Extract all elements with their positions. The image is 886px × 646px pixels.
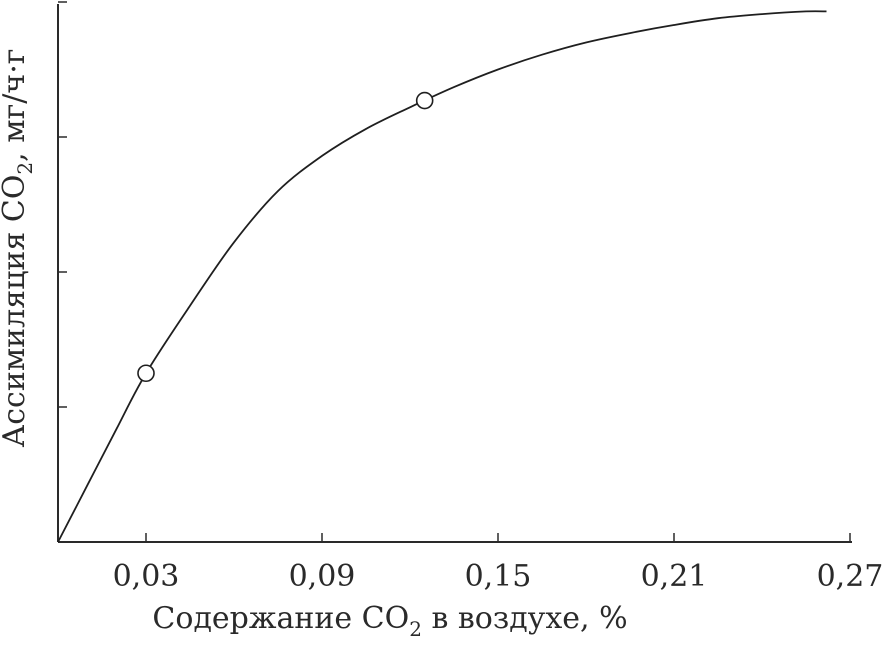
series: [57, 10, 827, 543]
y-axis-title: Ассимиляция CO2, мг/ч·г: [0, 49, 37, 448]
x-tick-label: 0,15: [465, 559, 532, 594]
x-tick-label: 0,03: [113, 559, 180, 594]
x-axis-title-suffix: в воздухе, %: [422, 601, 628, 636]
data-point-marker: [415, 91, 434, 110]
series-line: [57, 10, 827, 543]
x-tick-label: 0,21: [641, 559, 708, 594]
y-axis-title-subscript: 2: [13, 162, 37, 175]
x-tick-label: 0,27: [817, 559, 884, 594]
axes: [57, 4, 852, 543]
x-axis-title: Содержание CO2 в воздухе, %: [152, 601, 627, 641]
markers: [137, 91, 434, 383]
y-axis-title-suffix: , мг/ч·г: [0, 49, 32, 162]
x-axis-title-prefix: Содержание CO: [152, 601, 409, 636]
x-axis-title-subscript: 2: [409, 617, 422, 641]
data-point-marker: [137, 364, 155, 383]
ticks: 0,03 0,09 0,15 0,21 0,27: [58, 1, 884, 594]
x-tick-label: 0,09: [289, 559, 356, 594]
y-axis-title-prefix: Ассимиляция CO: [0, 175, 32, 448]
